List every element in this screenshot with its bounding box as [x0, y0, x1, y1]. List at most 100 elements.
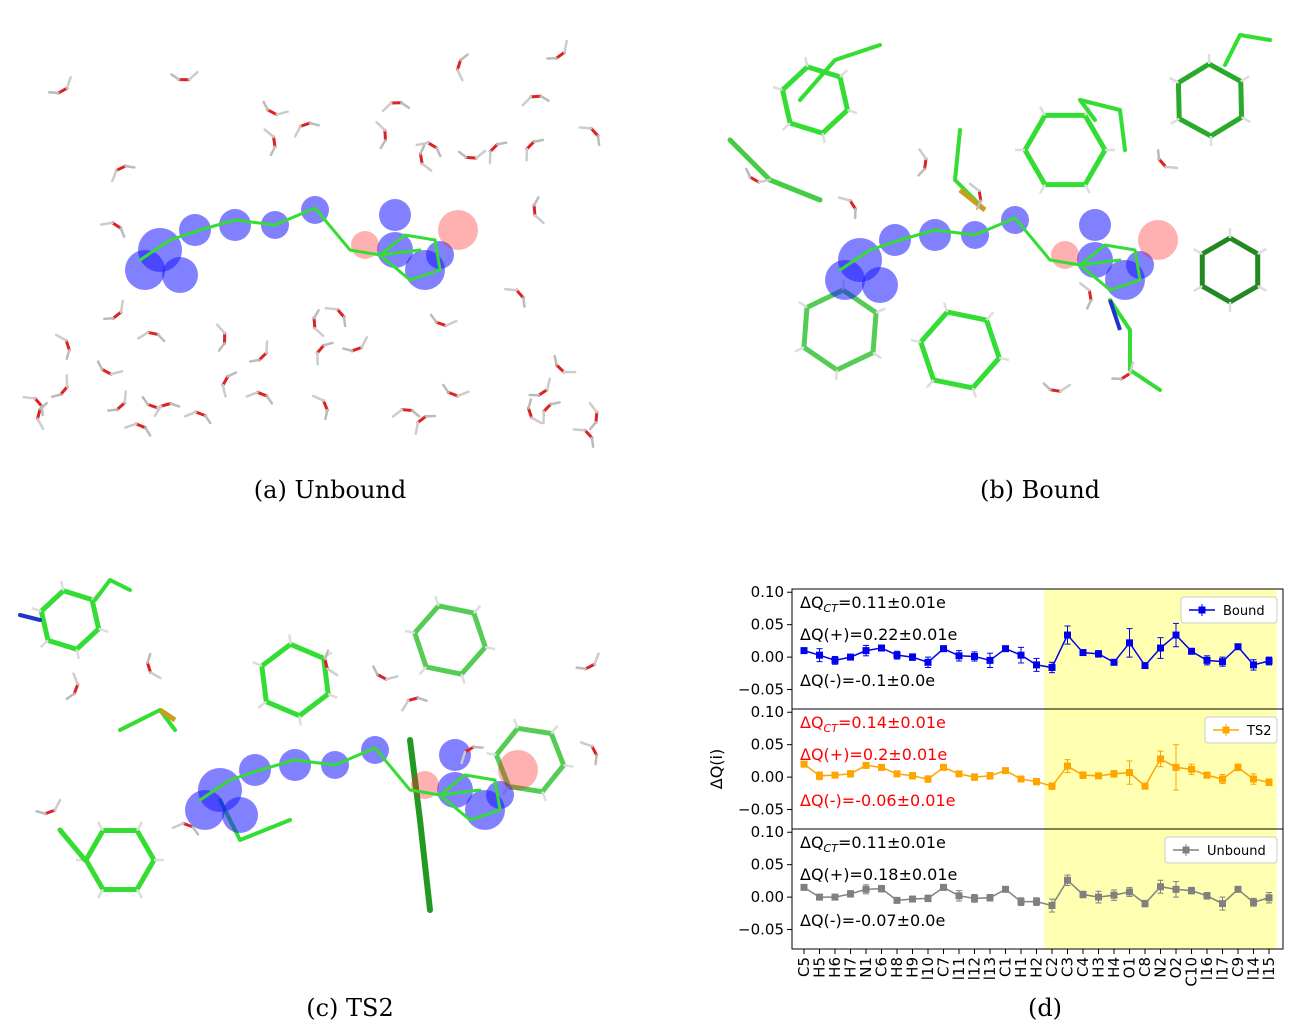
- data-point-unbound: [940, 883, 947, 891]
- hydrogen-bond: [1240, 116, 1251, 124]
- water-molecule: [50, 374, 69, 399]
- hydrogen-bond: [252, 660, 263, 668]
- hydrogen-bond: [135, 888, 144, 899]
- data-point-bound: [1265, 657, 1273, 665]
- bond-path: [838, 216, 1122, 272]
- data-point-ts2: [862, 761, 870, 769]
- hydrogen-bond: [541, 791, 548, 802]
- y-tick-label: 0.00: [751, 768, 784, 786]
- water-molecule: [22, 395, 44, 417]
- data-point-unbound: [1110, 891, 1118, 899]
- y-axis-label: ΔQ(i): [707, 749, 726, 789]
- density-positive-blob: [179, 214, 211, 246]
- data-point-unbound: [862, 885, 870, 893]
- data-point-unbound: [847, 890, 854, 898]
- hydrogen-bond: [31, 606, 42, 613]
- hydrogen-bond: [804, 56, 809, 68]
- x-tick-label: H2: [1028, 957, 1046, 978]
- x-tick-label: l15: [1260, 957, 1278, 980]
- data-point-ts2: [1172, 763, 1180, 771]
- water-molecule: [293, 121, 320, 138]
- bond-path: [1078, 243, 1142, 292]
- water-molecule: [532, 196, 545, 225]
- annotation-bound-2: ΔQ(-)=-0.1±0.0e: [800, 671, 935, 690]
- data-point-bound: [1095, 650, 1102, 658]
- bond-path: [798, 43, 882, 102]
- water-molecule: [171, 821, 200, 836]
- hydrogen-bond: [96, 888, 105, 899]
- data-point-unbound: [971, 894, 978, 902]
- water-molecule: [323, 649, 339, 677]
- x-tick-label: O1: [1121, 957, 1139, 978]
- legend-marker: [1222, 726, 1230, 734]
- hydrogen-bond: [839, 69, 849, 78]
- data-point-unbound: [800, 883, 808, 891]
- x-tick-label: l17: [1214, 957, 1232, 980]
- water-molecule: [521, 94, 550, 107]
- x-tick-label: l10: [919, 957, 937, 980]
- hydrogen-bond: [772, 85, 783, 92]
- panel-c-ts2: [0, 560, 650, 960]
- data-point-ts2: [1219, 775, 1226, 783]
- data-point-ts2: [831, 771, 839, 779]
- water-molecule: [381, 101, 411, 113]
- data-point-unbound: [909, 895, 916, 903]
- data-point-bound: [1002, 645, 1009, 653]
- water-molecule: [137, 330, 166, 343]
- x-tick-label: l13: [981, 957, 999, 980]
- data-point-unbound: [1048, 902, 1056, 910]
- water-molecule: [488, 141, 508, 165]
- caption-c: (c) TS2: [306, 994, 394, 1022]
- data-point-ts2: [800, 760, 808, 768]
- density-positive-blob: [219, 209, 251, 241]
- molecule-ts2-image: [18, 578, 600, 913]
- x-tick-label: C10: [1183, 957, 1201, 987]
- hydrogen-bond: [1192, 247, 1203, 256]
- water-molecule: [312, 309, 325, 338]
- hydrogen-bond: [96, 821, 105, 832]
- x-tick-label: C4: [1074, 957, 1092, 977]
- y-tick-label: 0.05: [751, 856, 784, 874]
- water-molecule: [221, 371, 238, 398]
- subplot-frame-unbound: [791, 828, 1284, 950]
- data-point-bound: [1188, 647, 1195, 655]
- data-point-ts2: [955, 770, 963, 778]
- data-point-bound: [955, 652, 963, 660]
- water-molecule: [48, 75, 72, 95]
- bond-path: [57, 827, 88, 863]
- density-negative-blob: [438, 210, 478, 250]
- hydrogen-bond: [288, 634, 292, 645]
- hydrogen-bond: [781, 122, 791, 131]
- x-tick-label: l11: [950, 957, 968, 980]
- panel-a-unbound: [0, 20, 650, 450]
- water-molecule: [245, 390, 274, 405]
- water-molecule: [55, 333, 71, 360]
- data-point-bound: [1219, 658, 1226, 666]
- water-molecule: [324, 306, 347, 328]
- x-tick-label: N2: [1152, 957, 1170, 978]
- x-tick-label: l12: [966, 957, 984, 980]
- data-point-ts2: [1110, 770, 1118, 778]
- x-tick-label: l16: [1198, 957, 1216, 980]
- water-molecule: [575, 652, 600, 671]
- data-point-ts2: [1002, 767, 1009, 775]
- data-point-unbound: [1002, 885, 1009, 893]
- data-point-bound: [878, 644, 885, 652]
- data-point-bound: [800, 647, 808, 655]
- density-positive-blob: [879, 224, 911, 256]
- bond-path: [1223, 33, 1272, 67]
- water-molecule: [263, 128, 277, 157]
- bond-path: [259, 641, 331, 719]
- water-molecule: [146, 652, 162, 680]
- caption-a: (a) Unbound: [253, 476, 407, 504]
- water-molecule: [588, 401, 599, 431]
- water-molecule: [106, 390, 128, 412]
- hydrogen-bond: [59, 580, 65, 592]
- bond-path: [918, 309, 1002, 391]
- water-molecule: [215, 323, 227, 352]
- hydrogen-bond: [327, 692, 338, 700]
- hydrogen-bond: [550, 724, 559, 735]
- water-molecule: [262, 100, 289, 117]
- bond-path: [38, 588, 102, 652]
- hydrogen-bond: [834, 369, 839, 380]
